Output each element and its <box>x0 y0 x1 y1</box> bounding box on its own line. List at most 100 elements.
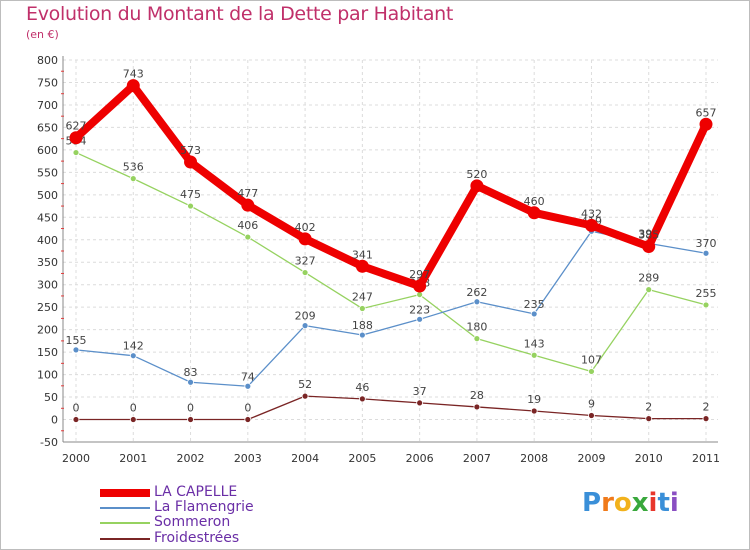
logo-letter: o <box>613 488 632 518</box>
data-label: 0 <box>244 402 251 415</box>
y-tick-label: 150 <box>37 346 58 359</box>
data-point <box>72 149 80 156</box>
data-point <box>244 233 252 241</box>
x-tick-label: 2011 <box>692 452 720 465</box>
data-label: 573 <box>180 144 201 157</box>
series-line-3 <box>75 395 707 421</box>
data-point <box>301 269 309 276</box>
legend-swatch <box>100 538 150 540</box>
data-label: 475 <box>180 188 201 201</box>
y-tick-label: 250 <box>37 301 58 314</box>
data-point <box>298 232 312 246</box>
data-point <box>358 305 366 312</box>
data-point <box>584 218 598 232</box>
data-label: 432 <box>581 207 602 220</box>
data-point <box>355 259 369 273</box>
x-tick-label: 2010 <box>635 452 663 465</box>
data-point <box>244 382 252 390</box>
data-label: 74 <box>241 370 255 383</box>
x-tick-label: 2005 <box>348 452 376 465</box>
data-point <box>413 279 427 293</box>
data-point <box>473 298 481 306</box>
data-label: 52 <box>298 378 312 391</box>
data-point <box>588 412 595 419</box>
data-point <box>187 378 194 386</box>
data-point <box>645 415 653 423</box>
data-point <box>244 416 252 423</box>
x-tick-label: 2001 <box>119 452 147 465</box>
legend-label: Sommeron <box>154 514 231 530</box>
data-point <box>470 179 484 193</box>
data-point <box>473 403 481 411</box>
data-point <box>416 315 424 323</box>
data-label: 247 <box>352 291 373 304</box>
chart-subtitle: (en €) <box>26 28 59 41</box>
data-point <box>358 395 366 403</box>
data-point <box>184 155 198 169</box>
legend-swatch <box>100 507 150 509</box>
y-tick-label: 400 <box>37 234 58 247</box>
data-label: 143 <box>524 337 545 350</box>
data-label: 28 <box>470 389 484 402</box>
data-point <box>129 175 137 183</box>
legend-label: Froidestrées <box>154 530 240 546</box>
x-tick-label: 2008 <box>520 452 548 465</box>
data-label: 477 <box>237 187 258 200</box>
y-tick-label: 450 <box>37 211 58 224</box>
y-tick-label: 500 <box>37 189 58 202</box>
logo-letter: i <box>648 488 658 518</box>
data-label: 155 <box>66 334 87 347</box>
y-tick-label: 50 <box>44 391 58 404</box>
data-label: 188 <box>352 319 373 332</box>
data-label: 46 <box>355 381 369 394</box>
data-label: 460 <box>524 195 545 208</box>
proxiti-logo: Proxiti <box>582 488 679 518</box>
data-label: 223 <box>409 303 430 316</box>
x-tick-label: 2002 <box>177 452 205 465</box>
data-label: 406 <box>237 219 258 232</box>
data-label: 107 <box>581 353 602 366</box>
data-label: 289 <box>638 272 659 285</box>
data-point <box>527 206 541 220</box>
legend-swatch <box>100 489 150 497</box>
data-label: 19 <box>527 393 541 406</box>
logo-letter: i <box>669 488 679 518</box>
data-point <box>301 392 309 400</box>
data-label: 180 <box>466 321 487 334</box>
x-tick-label: 2006 <box>406 452 434 465</box>
data-point <box>72 416 80 423</box>
x-tick-label: 2004 <box>291 452 319 465</box>
data-label: 142 <box>123 340 144 353</box>
x-tick-label: 2007 <box>463 452 491 465</box>
data-label: 297 <box>409 268 430 281</box>
x-tick-label: 2003 <box>234 452 262 465</box>
data-label: 255 <box>696 287 717 300</box>
y-tick-label: 750 <box>37 76 58 89</box>
series-line-1 <box>75 230 707 387</box>
legend-label: La Flamengrie <box>154 499 254 515</box>
y-tick-label: 650 <box>37 121 58 134</box>
data-label: 657 <box>696 106 717 119</box>
data-point <box>702 249 710 257</box>
data-label: 327 <box>295 255 316 268</box>
data-point <box>588 368 595 375</box>
logo-letter: r <box>601 488 614 518</box>
data-point <box>702 301 710 309</box>
data-point <box>187 202 194 210</box>
data-label: 536 <box>123 161 144 174</box>
series-line-2 <box>75 151 707 373</box>
data-point <box>645 286 653 294</box>
data-label: 520 <box>466 168 487 181</box>
y-tick-label: 200 <box>37 324 58 337</box>
data-label: 2 <box>703 401 710 414</box>
data-label: 402 <box>295 221 316 234</box>
data-label: 209 <box>295 310 316 323</box>
y-tick-label: 100 <box>37 369 58 382</box>
data-label: 235 <box>524 298 545 311</box>
data-point <box>129 352 137 360</box>
data-point <box>358 331 366 339</box>
series-line-0 <box>72 81 710 291</box>
legend-swatch <box>100 522 150 524</box>
data-point <box>241 198 255 212</box>
